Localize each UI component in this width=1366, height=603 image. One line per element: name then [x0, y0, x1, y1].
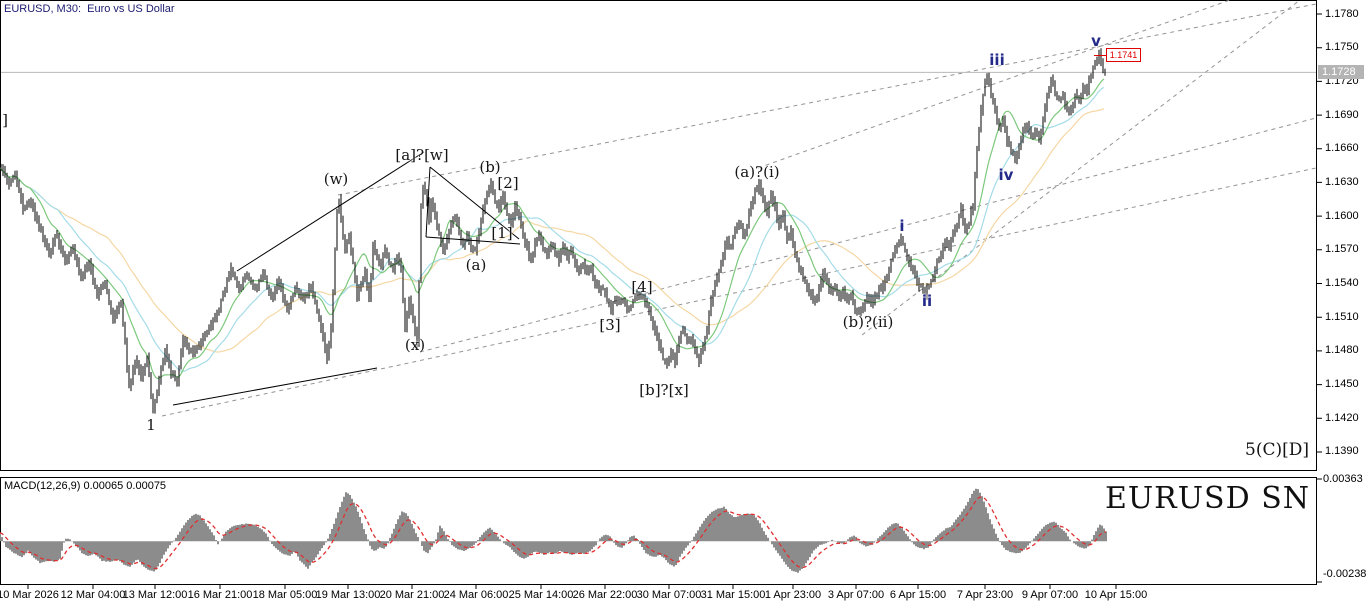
main-chart-border	[0, 0, 1317, 471]
macd-indicator-label: MACD(12,26,9) 0.00065 0.00075	[4, 480, 167, 492]
price-axis-label: 1.1420	[1325, 411, 1359, 424]
macd-histogram	[0, 488, 1107, 573]
price-axis-label: 1.1390	[1325, 445, 1359, 458]
time-axis-label: 1 Apr 23:00	[764, 589, 822, 601]
time-axis-label: 6 Apr 15:00	[889, 589, 947, 601]
price-axis-label: 1.1600	[1325, 209, 1359, 222]
time-axis[interactable]: 10 Mar 2026 12 Mar 04:00 13 Mar 12:00 16 Ma…	[0, 589, 1366, 603]
price-bars	[0, 48, 1106, 414]
macd-axis-min-label: -0.00238	[1323, 568, 1366, 580]
time-axis-label: 13 Mar 12:00	[122, 589, 188, 601]
time-axis-label: 19 Mar 13:00	[315, 589, 381, 601]
price-axis-label: 1.1480	[1325, 344, 1359, 357]
ma-mid-line	[0, 86, 1105, 372]
price-axis-label: 1.1630	[1325, 175, 1359, 188]
macd-axis-max-label: 0.00363	[1323, 473, 1363, 485]
price-axis-label: 1.1750	[1325, 41, 1359, 54]
time-axis-label: 10 Mar 2026	[0, 589, 59, 601]
time-axis-label: 12 Mar 04:00	[60, 589, 126, 601]
price-axis-label: 1.1690	[1325, 108, 1359, 121]
time-axis-label: 25 Mar 14:00	[508, 589, 574, 601]
time-axis-label: 9 Apr 07:00	[1021, 589, 1079, 601]
time-axis-label: 20 Mar 21:00	[379, 589, 445, 601]
chart-symbol-title: EURUSD, M30: Euro vs US Dollar	[4, 3, 175, 15]
price-axis-label: 1.1660	[1325, 142, 1359, 155]
time-axis-label: 30 Mar 07:00	[636, 589, 702, 601]
time-axis-label: 18 Mar 05:00	[252, 589, 318, 601]
ma-slow-line	[0, 108, 1105, 353]
macd-signal-line	[0, 496, 1107, 570]
time-axis-label: 3 Apr 07:00	[827, 589, 885, 601]
time-axis-label: 7 Apr 23:00	[956, 589, 1014, 601]
watermark: EURUSD SN	[1105, 481, 1310, 516]
ask-price-marker: 1.1741	[1106, 48, 1141, 62]
time-axis-label: 24 Mar 06:00	[443, 589, 509, 601]
price-axis-label: 1.1510	[1325, 310, 1359, 323]
time-axis-label: 26 Mar 22:00	[572, 589, 638, 601]
price-axis-label: 1.1450	[1325, 378, 1359, 391]
time-axis-label: 16 Mar 21:00	[187, 589, 253, 601]
price-axis-label: 1.1570	[1325, 243, 1359, 256]
macd-panel-border	[0, 477, 1317, 585]
time-axis-label: 10 Apr 15:00	[1084, 589, 1148, 601]
time-axis-label: 31 Mar 15:00	[700, 589, 766, 601]
axis-ticks	[27, 13, 1322, 589]
current-price-box: 1.1728	[1318, 65, 1364, 79]
price-axis-label: 1.1540	[1325, 277, 1359, 290]
ma-fast-line	[0, 78, 1105, 380]
solid-trend-lines	[172, 151, 521, 406]
price-axis-label: 1.1780	[1325, 7, 1359, 20]
